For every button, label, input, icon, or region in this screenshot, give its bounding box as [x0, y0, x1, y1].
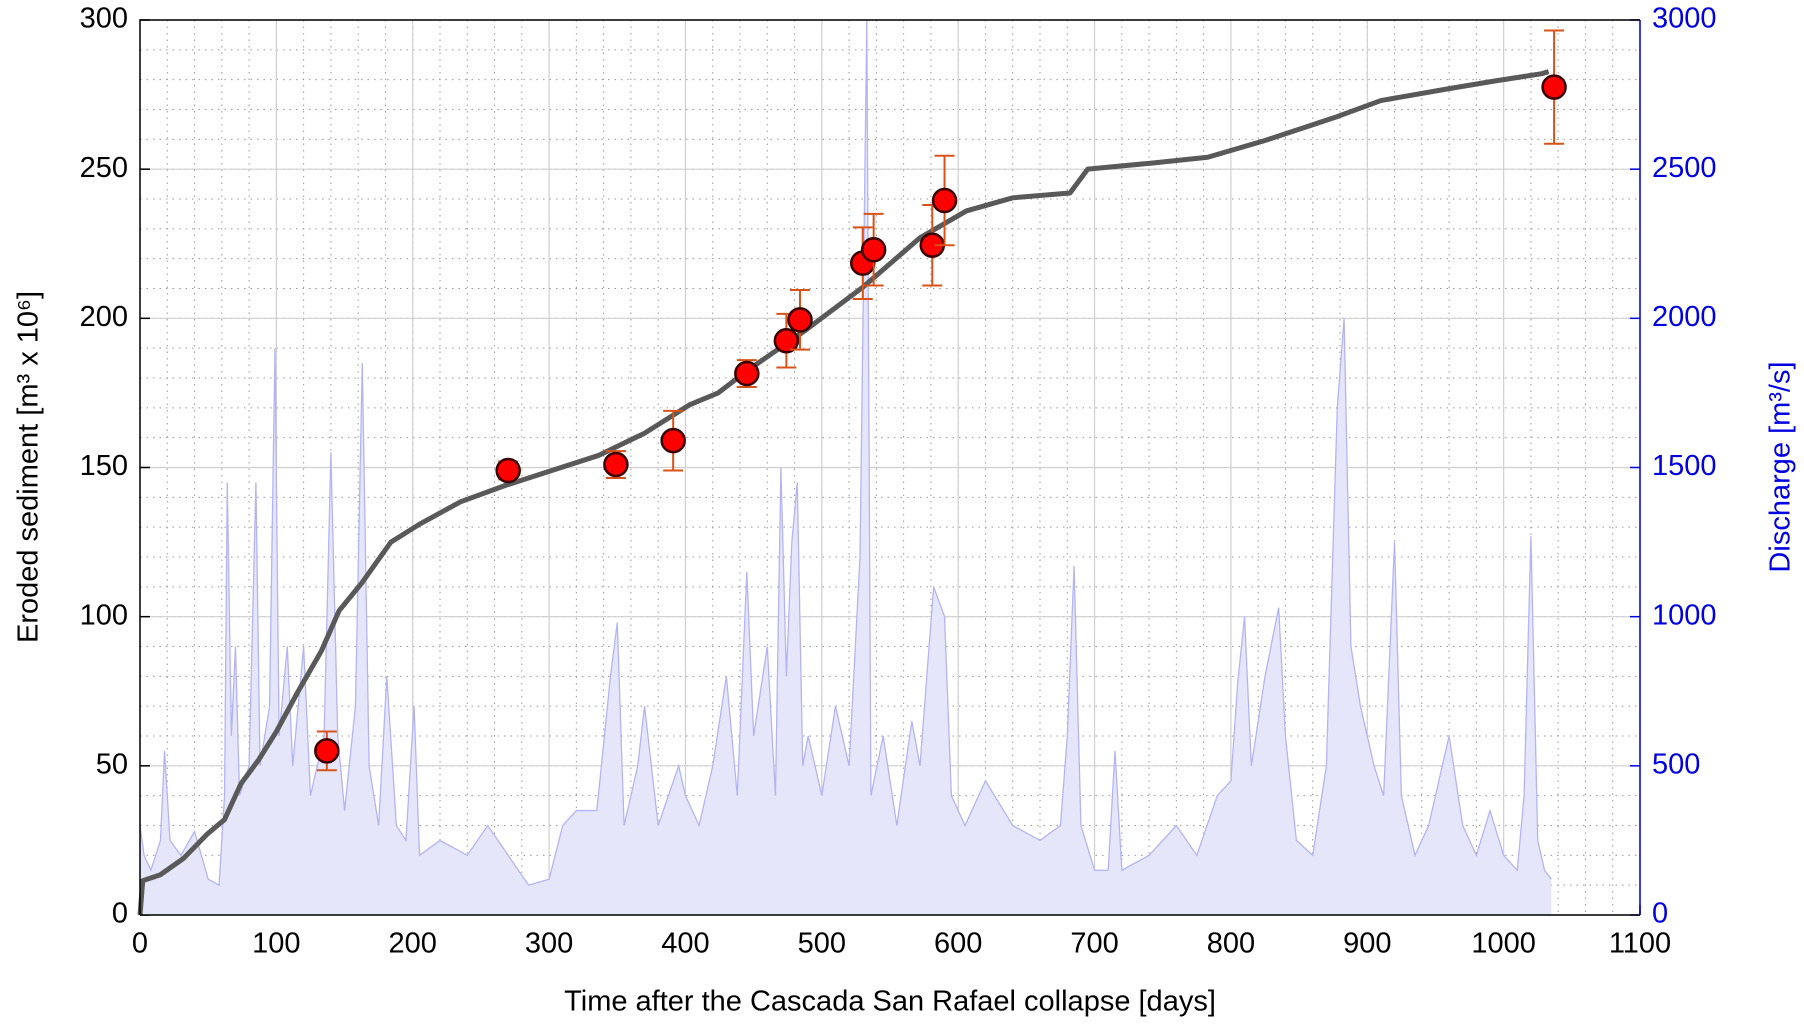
x-axis-label: Time after the Cascada San Rafael collap…	[564, 986, 1216, 1018]
x-tick-label: 900	[1343, 928, 1391, 960]
y-tick-label: 200	[80, 301, 128, 333]
x-tick-label: 600	[934, 928, 982, 960]
measurement-point	[860, 236, 887, 263]
sediment-line	[137, 69, 1550, 916]
x-tick-label: 300	[525, 928, 573, 960]
y2-tick-label: 2500	[1652, 152, 1717, 184]
measurement-point	[660, 427, 686, 454]
measurement-point	[734, 360, 760, 387]
y2-tick-label: 500	[1652, 748, 1700, 780]
x-tick-label: 100	[252, 928, 300, 960]
y2-tick-label: 1500	[1652, 450, 1717, 482]
y2-tick-label: 0	[1652, 898, 1668, 930]
measurement-point	[1541, 74, 1567, 100]
measurement-point	[603, 451, 629, 478]
y2-axis-label: Discharge [m³/s]	[1765, 361, 1797, 572]
measurement-point	[931, 187, 958, 214]
y-tick-label: 150	[80, 450, 128, 482]
axis-frame	[139, 19, 1640, 915]
x-tick-label: 800	[1207, 928, 1255, 960]
y-tick-label: 100	[80, 599, 128, 631]
y-tick-label: 250	[80, 152, 128, 184]
x-tick-label: 200	[389, 928, 437, 960]
x-tick-label: 500	[798, 928, 846, 960]
x-tick-label: 700	[1070, 928, 1118, 960]
measurement-point	[314, 738, 340, 764]
y2-tick-label: 3000	[1652, 3, 1717, 35]
y2-tick-label: 1000	[1652, 599, 1717, 631]
measurement-point	[787, 307, 813, 333]
y-axis-label: Eroded sediment [m³ x 10⁶]	[13, 291, 45, 643]
x-tick-label: 400	[661, 928, 709, 960]
y-tick-label: 0	[112, 898, 128, 930]
measurement-point	[495, 457, 521, 484]
y-tick-label: 50	[96, 748, 128, 780]
discharge-area	[140, 20, 1552, 915]
y-tick-label: 300	[80, 3, 128, 35]
x-tick-label: 1100	[1609, 928, 1671, 960]
x-tick-label: 0	[132, 928, 148, 960]
y2-tick-label: 2000	[1652, 301, 1717, 333]
measurement-point	[773, 327, 800, 354]
x-tick-label: 1000	[1471, 928, 1536, 960]
